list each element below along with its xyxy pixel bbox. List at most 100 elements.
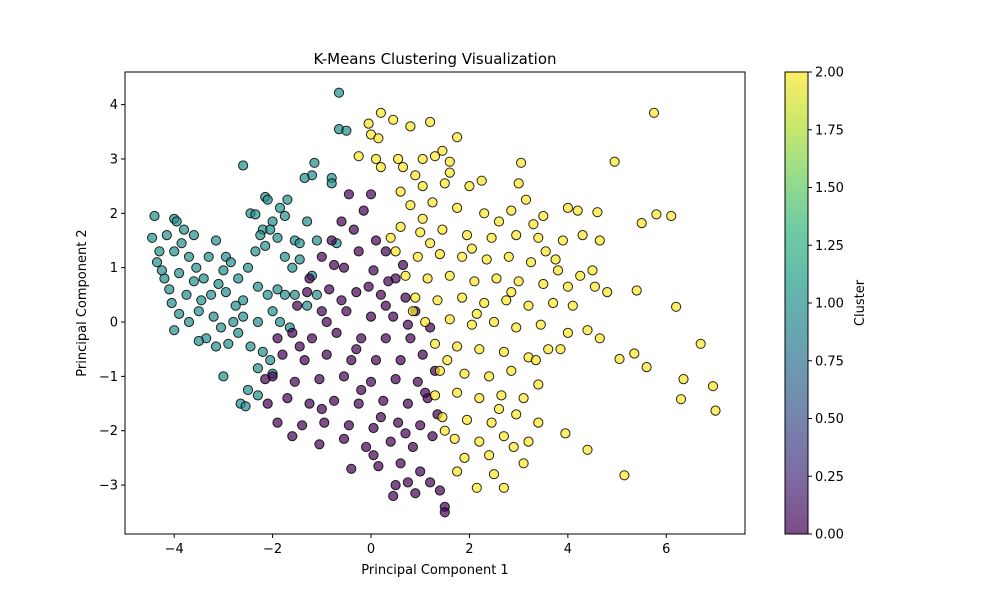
scatter-point-cluster-2 (407, 306, 418, 317)
scatter-point-cluster-2 (466, 319, 477, 330)
colorbar-ticks: 0.00 0.25 0.50 0.75 1.00 1.25 1.50 1.75 2.00 (808, 66, 844, 543)
scatter-point-cluster-0 (287, 327, 298, 338)
colorbar-tick-label: 1.75 (815, 123, 844, 138)
scatter-point-cluster-0 (385, 436, 396, 447)
scatter-point-cluster-1 (333, 87, 345, 98)
scatter-point-cluster-1 (252, 281, 263, 292)
scatter-point-cluster-2 (474, 393, 485, 404)
scatter-point-cluster-2 (511, 230, 522, 241)
scatter-point-cluster-2 (471, 482, 482, 493)
scatter-point-cluster-1 (242, 262, 254, 273)
scatter-point-cluster-2 (594, 333, 605, 344)
scatter-point-cluster-2 (461, 414, 473, 425)
scatter-point-cluster-2 (390, 246, 401, 257)
scatter-point-cluster-2 (434, 365, 445, 376)
scatter-point-cluster-1 (238, 295, 249, 306)
scatter-point-cluster-0 (338, 262, 350, 273)
scatter-point-cluster-1 (161, 230, 172, 241)
scatter-point-cluster-2 (671, 301, 682, 312)
scatter-point-cluster-1 (302, 300, 313, 311)
scatter-point-cluster-2 (410, 170, 421, 181)
colorbar-tick-label: 0.25 (815, 470, 844, 485)
scatter-point-cluster-1 (164, 284, 175, 295)
scatter-point-cluster-2 (422, 273, 433, 284)
scatter-point-cluster-2 (501, 295, 512, 306)
scatter-point-cluster-1 (262, 194, 273, 205)
scatter-point-cluster-1 (252, 363, 263, 374)
scatter-point-cluster-2 (488, 316, 500, 328)
scatter-point-cluster-2 (459, 368, 470, 379)
scatter-point-cluster-2 (575, 270, 586, 281)
scatter-point-cluster-2 (506, 365, 517, 376)
scatter-point-cluster-2 (442, 355, 453, 366)
scatter-point-cluster-2 (562, 281, 574, 292)
scatter-point-cluster-2 (525, 257, 537, 268)
scatter-point-cluster-1 (279, 210, 290, 222)
scatter-point-cluster-0 (378, 395, 389, 406)
scatter-point-cluster-1 (294, 238, 305, 249)
scatter-point-cluster-1 (198, 273, 209, 284)
scatter-point-cluster-0 (316, 403, 327, 415)
scatter-point-cluster-0 (356, 333, 367, 344)
scatter-point-cluster-1 (287, 262, 298, 273)
scatter-point-cluster-0 (272, 417, 283, 428)
x-tick-label: 2 (465, 542, 473, 557)
scatter-point-cluster-1 (309, 157, 320, 168)
scatter-point-cluster-1 (213, 278, 224, 290)
scatter-point-cluster-1 (193, 306, 204, 317)
scatter-point-cluster-0 (338, 433, 350, 444)
y-tick-label: 4 (110, 98, 118, 113)
colorbar-tick-label: 0.50 (815, 412, 844, 427)
scatter-point-cluster-2 (437, 224, 448, 235)
scatter-point-cluster-2 (432, 295, 443, 306)
scatter-point-cluster-1 (311, 235, 322, 246)
x-tick-label: −4 (165, 542, 184, 557)
scatter-point-cluster-1 (260, 240, 271, 251)
scatter-point-cluster-1 (255, 230, 266, 241)
scatter-point-cluster-0 (390, 374, 401, 385)
scatter-point-cluster-2 (363, 118, 374, 129)
scatter-point-cluster-2 (508, 441, 519, 453)
scatter-point-cluster-2 (538, 210, 549, 222)
scatter-point-cluster-2 (439, 425, 450, 436)
scatter-point-cluster-1 (252, 390, 263, 401)
scatter-point-cluster-2 (651, 209, 662, 220)
scatter-point-cluster-2 (493, 403, 505, 415)
scatter-point-cluster-2 (516, 157, 527, 168)
scatter-point-cluster-0 (370, 355, 382, 366)
scatter-point-cluster-2 (614, 353, 625, 365)
scatter-point-cluster-1 (174, 308, 185, 319)
scatter-point-cluster-2 (479, 208, 490, 219)
scatter-point-cluster-0 (410, 488, 421, 499)
scatter-point-cluster-0 (368, 450, 379, 461)
scatter-point-cluster-0 (434, 485, 445, 496)
scatter-point-cluster-1 (245, 341, 256, 352)
scatter-point-cluster-2 (582, 325, 593, 336)
scatter-point-cluster-2 (395, 221, 406, 232)
scatter-point-cluster-0 (272, 333, 283, 344)
scatter-point-cluster-2 (437, 145, 448, 156)
scatter-point-cluster-0 (336, 216, 347, 227)
scatter-point-cluster-2 (707, 381, 719, 392)
scatter-point-cluster-2 (427, 197, 438, 208)
scatter-point-cluster-1 (191, 262, 202, 273)
scatter-point-cluster-1 (265, 224, 276, 235)
scatter-point-cluster-2 (540, 246, 551, 257)
scatter-point-cluster-2 (678, 374, 689, 385)
colorbar-tick-label: 1.00 (815, 297, 844, 312)
scatter-point-cluster-2 (405, 121, 416, 132)
scatter-point-cluster-2 (397, 162, 409, 173)
scatter-point-cluster-2 (520, 194, 532, 205)
scatter-point-cluster-0 (316, 306, 327, 317)
scatter-point-cluster-1 (188, 230, 199, 241)
scatter-point-cluster-2 (452, 466, 463, 477)
scatter-point-cluster-2 (506, 287, 517, 298)
scatter-point-cluster-2 (434, 249, 445, 260)
scatter-point-cluster-1 (311, 289, 322, 300)
scatter-point-cluster-2 (493, 216, 505, 227)
scatter-point-cluster-2 (452, 387, 463, 398)
colorbar-label: Cluster (853, 279, 868, 326)
colorbar-tick-label: 1.25 (815, 239, 844, 254)
scatter-point-cluster-2 (619, 470, 630, 481)
y-tick-label: −2 (99, 424, 118, 439)
